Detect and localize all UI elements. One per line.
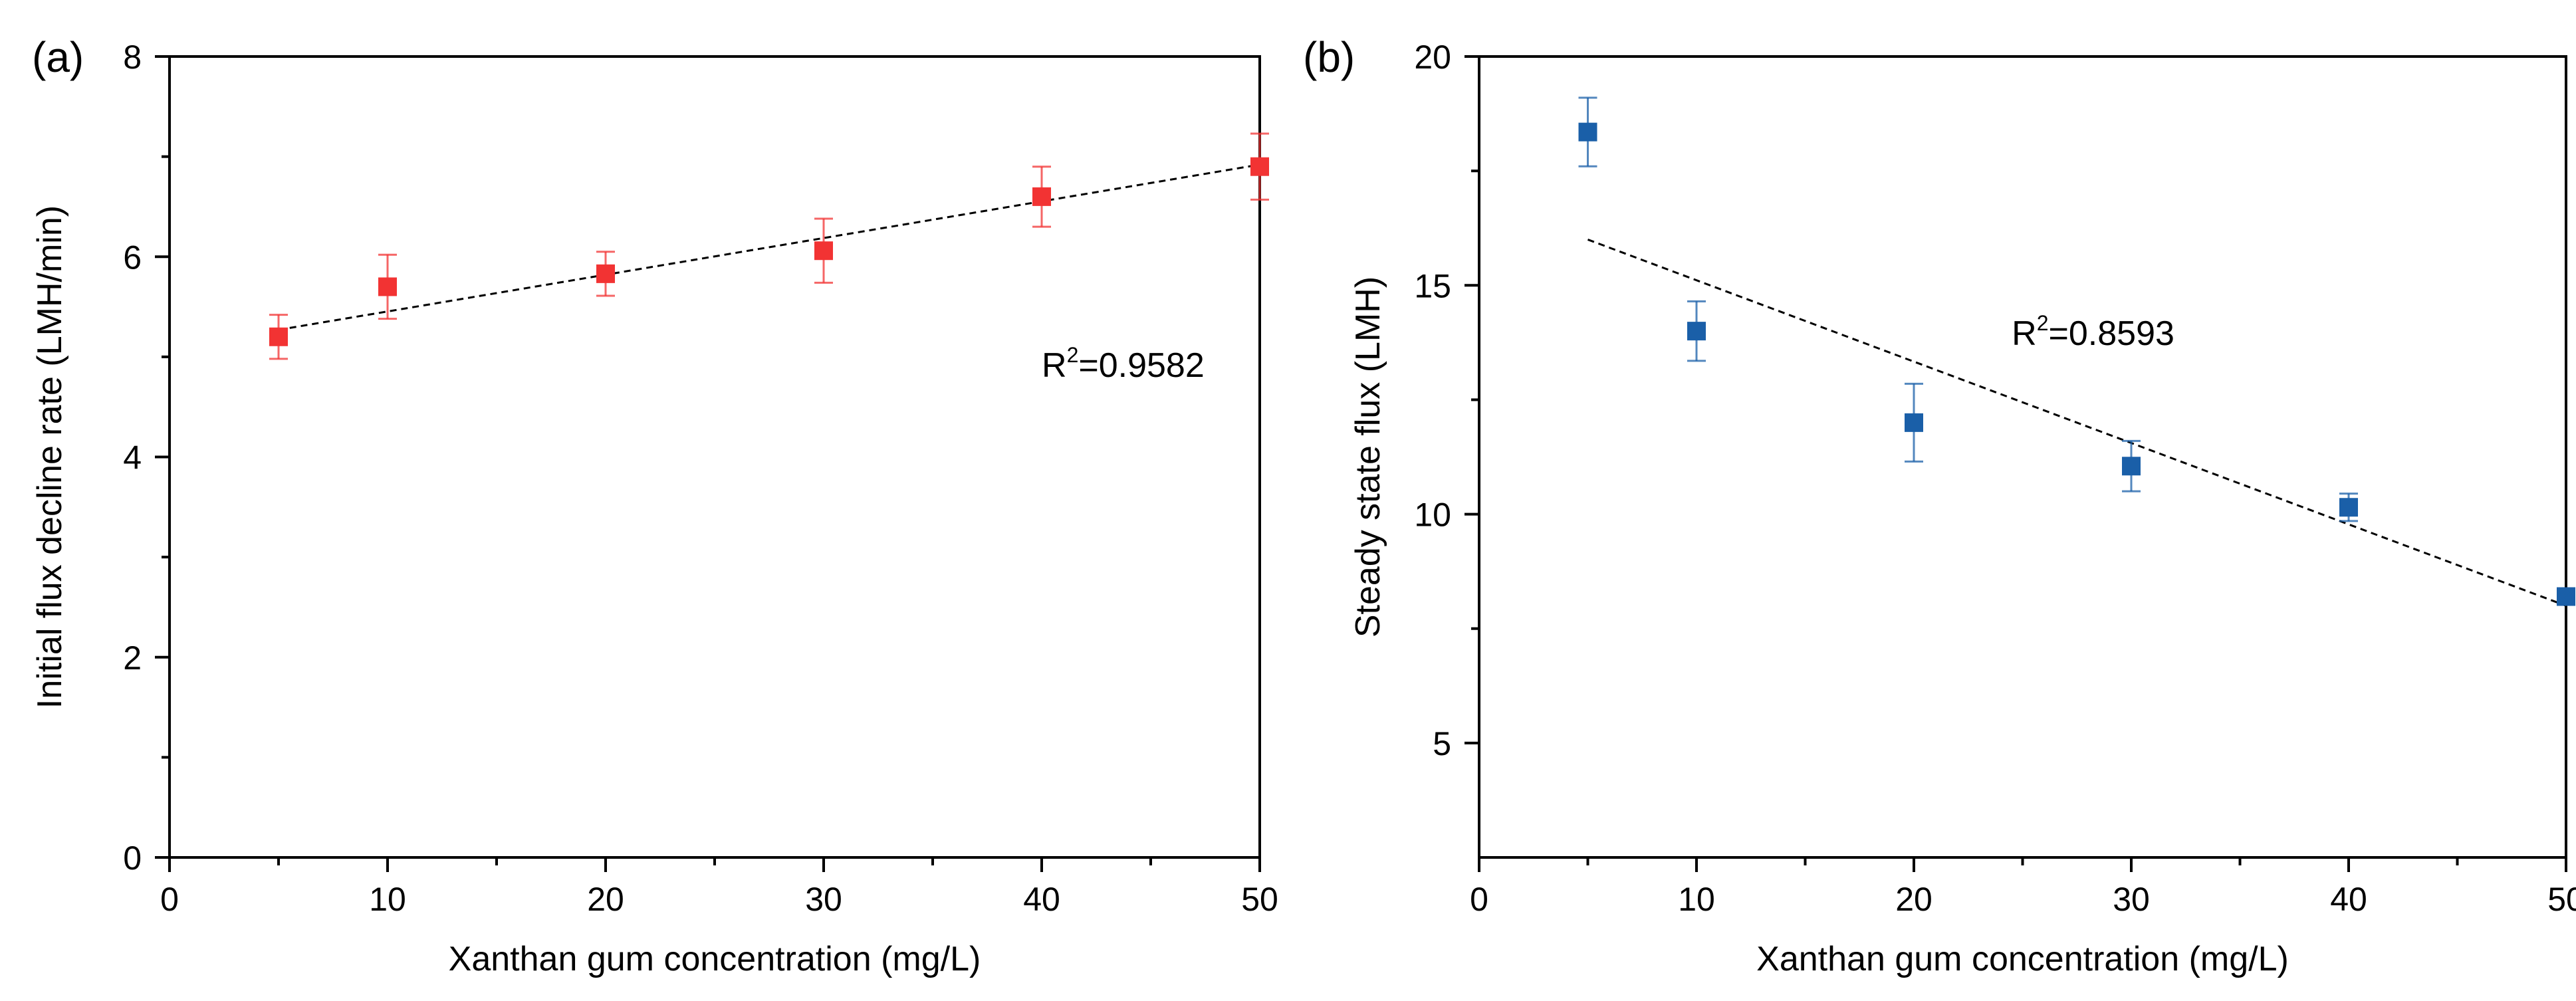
- data-point: [269, 327, 288, 346]
- data-point: [2339, 498, 2358, 517]
- y-tick-label: 10: [1414, 497, 1451, 534]
- chart-panel-b: (b) 0 10 20 30 40 50 5 10 15 20 Xanthan gum concent…: [1303, 33, 2576, 978]
- panel-label: (a): [32, 33, 84, 81]
- y-tick-label: 6: [123, 239, 142, 276]
- x-tick-label: 10: [369, 881, 406, 918]
- linear-fit-line: [1587, 239, 2567, 607]
- data-point: [2122, 457, 2141, 476]
- y-tick-label: 4: [123, 439, 142, 477]
- data-point: [814, 241, 833, 261]
- x-axis-title: Xanthan gum concentration (mg/L): [449, 940, 981, 978]
- x-tick-label: 50: [2547, 881, 2576, 918]
- plot-frame: [168, 55, 1261, 859]
- y-axis-title: Initial flux decline rate (LMH/min): [31, 205, 69, 709]
- y-tick-label: 8: [123, 39, 142, 76]
- x-tick-label: 20: [1895, 881, 1932, 918]
- x-tick-label: 0: [1470, 881, 1488, 918]
- panel-label: (b): [1303, 33, 1355, 81]
- data-point: [1687, 322, 1706, 341]
- data-point: [2557, 587, 2575, 606]
- y-tick-label: 0: [123, 839, 142, 877]
- r-squared-annotation: R2=0.8593: [2012, 311, 2174, 353]
- x-tick-label: 40: [1023, 881, 1060, 918]
- x-tick-label: 30: [805, 881, 842, 918]
- data-point: [596, 264, 615, 283]
- x-tick-label: 30: [2113, 881, 2150, 918]
- x-tick-label: 10: [1678, 881, 1715, 918]
- data-point: [1250, 157, 1269, 176]
- y-tick-label: 15: [1414, 267, 1451, 304]
- data-point: [378, 277, 397, 296]
- linear-fit-line: [278, 164, 1260, 331]
- x-tick-label: 0: [160, 881, 179, 918]
- r-squared-annotation: R2=0.9582: [1042, 343, 1205, 385]
- data-point: [1578, 122, 1597, 142]
- x-tick-label: 50: [1241, 881, 1278, 918]
- y-axis-title: Steady state flux (LMH): [1349, 277, 1387, 637]
- y-tick-label: 20: [1414, 39, 1451, 76]
- x-tick-label: 20: [587, 881, 624, 918]
- data-point: [1032, 187, 1051, 206]
- data-point: [1905, 413, 1923, 432]
- x-tick-label: 40: [2330, 881, 2367, 918]
- chart-panel-a: (a) 0 10 20 30 40 50 0 2 4 6 8 Xanthan gum concentra…: [31, 33, 1278, 978]
- y-tick-label: 2: [123, 639, 142, 677]
- y-tick-label: 5: [1433, 725, 1451, 762]
- plot-frame: [1478, 55, 2567, 859]
- x-axis-title: Xanthan gum concentration (mg/L): [1756, 940, 2289, 978]
